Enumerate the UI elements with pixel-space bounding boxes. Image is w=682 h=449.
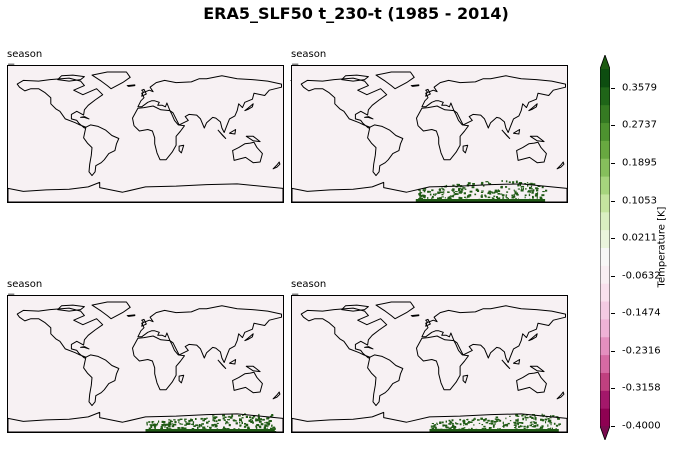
colorbar-tick-label: -0.2316 — [622, 345, 661, 357]
coastlines — [292, 71, 567, 202]
map-mam — [7, 295, 284, 433]
colorbar-segment — [600, 265, 610, 284]
colorbar-segment — [600, 301, 610, 320]
colorbar-segment — [600, 158, 610, 177]
colorbar-tick-label: -0.3158 — [622, 382, 661, 394]
colorbar-segment — [600, 336, 610, 356]
colorbar-tick-mark — [611, 87, 615, 89]
map-svg — [8, 296, 283, 432]
map-djf — [7, 65, 284, 203]
colorbar-segment — [600, 372, 610, 391]
colorbar-segment — [600, 86, 610, 106]
colorbar-extend-max — [600, 55, 610, 69]
chart-title: ERA5_SLF50 t_230-t (1985 - 2014) — [203, 4, 509, 23]
coastlines — [8, 71, 283, 202]
colorbar-extend-min — [600, 426, 610, 440]
coastlines — [8, 301, 283, 432]
colorbar-tick-label: 0.2737 — [622, 119, 657, 131]
colorbar-tick-label: 0.1053 — [622, 195, 657, 206]
colorbar-tick-mark — [611, 162, 615, 164]
colorbar-tick-mark — [611, 275, 615, 277]
colorbar-segment — [600, 390, 610, 409]
colorbar-tick-label: -0.1474 — [622, 307, 661, 319]
colorbar-tick-mark — [611, 426, 615, 427]
colorbar-segment — [600, 176, 610, 195]
colorbar-tick-mark — [611, 313, 615, 315]
map-background — [292, 66, 567, 202]
map-background — [8, 296, 283, 432]
colorbar-segment — [600, 69, 610, 88]
colorbar — [600, 55, 610, 440]
colorbar-tick-label: 0.1895 — [622, 157, 657, 169]
colorbar-segment — [600, 229, 610, 248]
colorbar-segment — [600, 318, 610, 338]
colorbar-segment — [600, 408, 610, 427]
map-svg — [8, 66, 283, 202]
colorbar-tick-label: 0.0211 — [622, 232, 657, 244]
colorbar-tick-label: -0.4000 — [622, 420, 661, 432]
map-jja — [291, 65, 568, 203]
map-svg — [292, 66, 567, 202]
map-background — [292, 296, 567, 432]
colorbar-tick-mark — [611, 350, 615, 352]
colorbar-tick-mark — [611, 238, 615, 240]
colorbar-tick-mark — [611, 125, 615, 127]
colorbar-segment — [600, 122, 610, 141]
colorbar-segment — [600, 140, 610, 159]
map-son — [291, 295, 568, 433]
colorbar-tick-label: 0.3579 — [622, 82, 657, 94]
colorbar-label: Temperature [K] — [656, 206, 668, 288]
colorbar-segment — [600, 193, 610, 213]
colorbar-segment — [600, 283, 610, 302]
colorbar-tick-mark — [611, 200, 615, 202]
colorbar-segment — [600, 247, 610, 266]
colorbar-segment — [600, 104, 610, 124]
map-background — [8, 66, 283, 202]
coastlines — [292, 301, 567, 432]
colorbar-segment — [600, 211, 610, 231]
antarctic-anomaly — [415, 180, 548, 202]
colorbar-tick-mark — [611, 388, 615, 390]
colorbar-segment — [600, 354, 610, 373]
map-svg — [292, 296, 567, 432]
colorbar-tick-label: -0.0632 — [622, 270, 661, 282]
